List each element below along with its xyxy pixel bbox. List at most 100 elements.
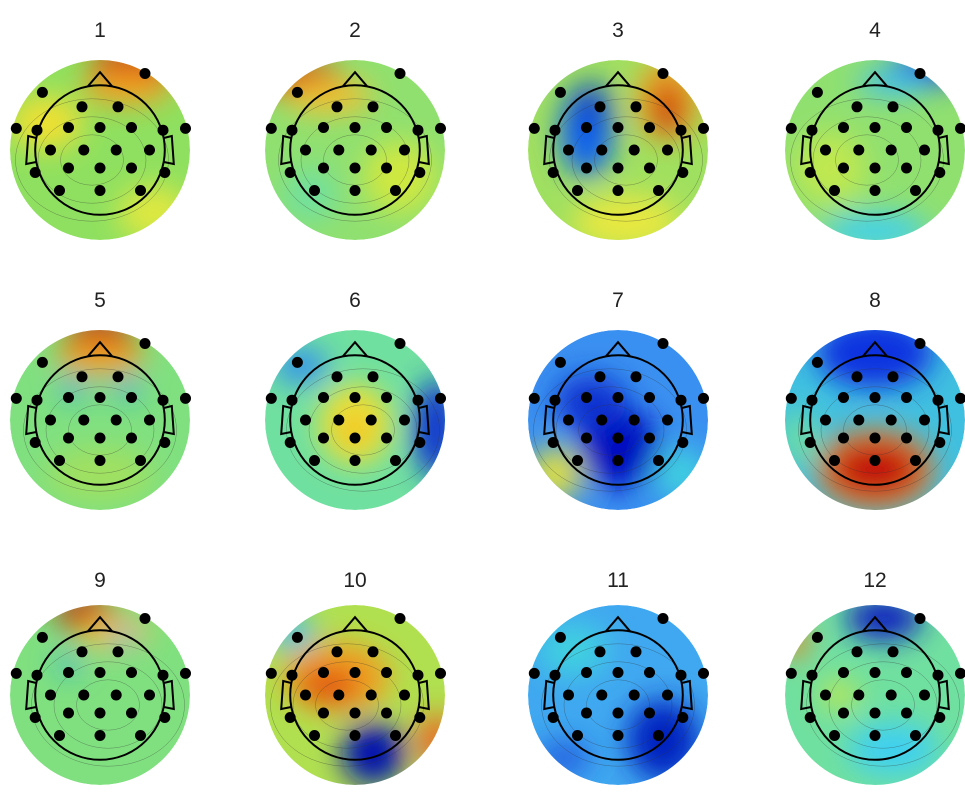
- ear-left: [800, 679, 812, 711]
- electrode: [785, 392, 797, 404]
- head: [552, 629, 684, 761]
- electrode: [394, 613, 406, 624]
- electrode: [333, 414, 345, 426]
- electrode: [657, 613, 669, 624]
- contour: [308, 386, 418, 474]
- electrode: [677, 712, 689, 723]
- electrode: [612, 730, 624, 741]
- electrode: [628, 414, 640, 426]
- electrode: [653, 730, 664, 741]
- electrode: [869, 162, 881, 174]
- electrode: [934, 712, 946, 723]
- electrode: [955, 122, 965, 134]
- electrode: [399, 689, 410, 701]
- electrode: [547, 437, 559, 448]
- contour: [76, 679, 140, 731]
- electrode: [300, 689, 311, 701]
- electrode: [286, 394, 298, 406]
- electrode: [265, 122, 277, 134]
- electrode: [932, 394, 944, 406]
- blobs: [57, 605, 150, 673]
- ear-right: [163, 679, 175, 711]
- electrode: [331, 646, 343, 658]
- electrode: [414, 437, 426, 448]
- electrode: [581, 707, 592, 719]
- electrode: [29, 712, 41, 723]
- electrode: [869, 707, 881, 719]
- map-label: 3: [612, 19, 624, 42]
- electrode: [869, 432, 881, 444]
- electrode: [547, 712, 559, 723]
- map-label: 9: [94, 569, 106, 592]
- electrode: [10, 122, 22, 134]
- electrode: [284, 712, 296, 723]
- electrode: [126, 667, 137, 678]
- electrode: [76, 646, 88, 658]
- electrode: [159, 712, 171, 723]
- electrode: [399, 414, 410, 426]
- blob: [627, 699, 699, 781]
- electrode: [284, 167, 296, 178]
- map-label: 4: [869, 19, 881, 42]
- electrode: [549, 394, 561, 406]
- nose: [87, 340, 113, 357]
- electrode: [367, 101, 379, 113]
- electrode: [367, 371, 379, 383]
- electrode: [549, 669, 561, 681]
- electrode: [612, 392, 624, 403]
- electrode: [265, 667, 277, 679]
- electrode: [901, 667, 912, 678]
- electrode: [554, 356, 566, 368]
- electrode: [126, 432, 137, 444]
- electrode: [563, 414, 574, 426]
- electrode: [94, 185, 106, 196]
- ear-right: [938, 134, 950, 166]
- electrode: [806, 124, 818, 136]
- electrode: [36, 356, 48, 368]
- electrode: [349, 432, 361, 444]
- head: [809, 629, 941, 761]
- electrode: [644, 707, 655, 719]
- electrode: [381, 162, 392, 174]
- electrode: [804, 167, 816, 178]
- electrode: [381, 392, 392, 403]
- electrode: [594, 101, 606, 113]
- contour: [828, 661, 938, 749]
- topomap: [528, 605, 708, 785]
- electrode: [820, 144, 831, 156]
- electrode: [594, 646, 606, 658]
- blobs: [559, 60, 699, 240]
- blob: [785, 623, 808, 659]
- electrode: [309, 730, 320, 741]
- head: [809, 84, 941, 216]
- ear-right: [163, 134, 175, 166]
- electrode: [885, 414, 897, 426]
- electrode: [662, 414, 673, 426]
- electrode: [596, 689, 608, 701]
- scalp-base: [10, 605, 190, 785]
- electrode: [820, 414, 831, 426]
- electrode: [885, 689, 897, 701]
- contour: [315, 679, 379, 731]
- electrode: [63, 432, 74, 444]
- electrode: [144, 144, 155, 156]
- electrode: [126, 392, 137, 403]
- electrode: [318, 122, 329, 133]
- ear-left: [800, 134, 812, 166]
- nose: [342, 615, 368, 632]
- blob: [816, 330, 934, 389]
- contour: [790, 98, 944, 222]
- electrode: [435, 122, 446, 134]
- topomap: [785, 60, 965, 240]
- electrode: [414, 167, 426, 178]
- electrode: [365, 144, 377, 156]
- electrode: [528, 392, 540, 404]
- electrode: [934, 437, 946, 448]
- map-label: 10: [343, 569, 366, 592]
- contour: [286, 368, 440, 492]
- ear-right: [938, 679, 950, 711]
- electrode: [910, 730, 921, 741]
- electrode: [110, 414, 122, 426]
- electrode: [284, 437, 296, 448]
- blob: [528, 447, 582, 501]
